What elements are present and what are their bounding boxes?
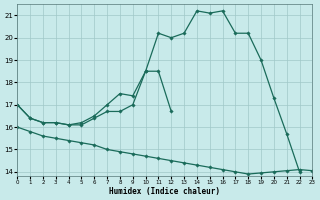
X-axis label: Humidex (Indice chaleur): Humidex (Indice chaleur) — [109, 187, 220, 196]
